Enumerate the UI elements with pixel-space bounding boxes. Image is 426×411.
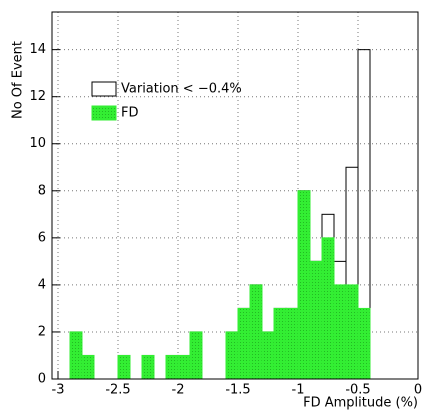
- bar: [189, 331, 203, 380]
- y-tick-label: 0: [38, 372, 46, 387]
- y-tick-label: 6: [38, 230, 46, 245]
- bar: [333, 284, 347, 380]
- bar: [345, 284, 359, 380]
- legend-swatch: [91, 81, 117, 97]
- legend-swatch: [91, 105, 117, 121]
- bar: [141, 354, 155, 380]
- y-axis-title: No Of Event: [11, 41, 26, 119]
- x-axis-title: FD Amplitude (%): [303, 396, 418, 411]
- bar: [261, 331, 275, 380]
- x-tick-label: 0: [414, 383, 422, 398]
- bar: [165, 354, 179, 380]
- bar: [177, 354, 191, 380]
- bar: [237, 307, 251, 380]
- x-tick-label: -2: [172, 383, 185, 398]
- bar: [297, 190, 311, 380]
- legend-label: Variation < −0.4%: [121, 82, 242, 97]
- y-tick-label: 2: [38, 324, 46, 339]
- x-tick-label: -1.5: [225, 383, 250, 398]
- legend-label: FD: [121, 106, 139, 121]
- bar: [273, 307, 287, 380]
- y-tick-label: 12: [29, 89, 46, 104]
- bar: [285, 307, 299, 380]
- bar: [81, 354, 95, 380]
- x-tick-label: -1: [292, 383, 305, 398]
- y-tick-label: 14: [29, 42, 46, 57]
- bar: [249, 284, 263, 380]
- bar: [117, 354, 131, 380]
- bar: [357, 307, 371, 380]
- y-tick-label: 8: [38, 183, 46, 198]
- bar: [309, 260, 323, 380]
- bar: [69, 331, 83, 380]
- x-tick-label: -2.5: [105, 383, 130, 398]
- y-tick-label: 4: [38, 277, 46, 292]
- plot-frame: [51, 11, 419, 380]
- y-tick-label: 10: [29, 136, 46, 151]
- x-tick-label: -3: [52, 383, 65, 398]
- bar: [321, 237, 335, 380]
- bar: [225, 331, 239, 380]
- x-tick-label: -0.5: [345, 383, 370, 398]
